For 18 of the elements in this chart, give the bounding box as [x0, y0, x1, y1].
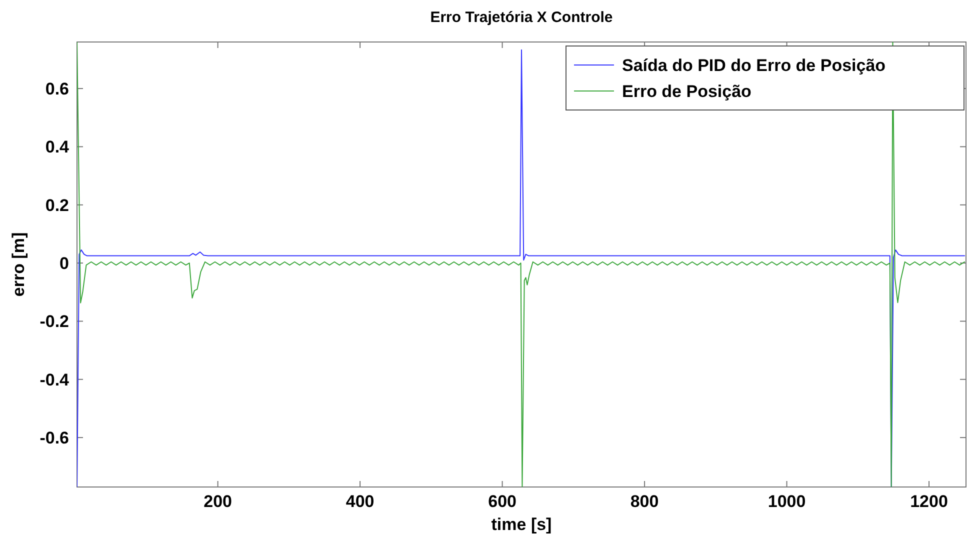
legend-label: Erro de Posição — [622, 82, 752, 101]
legend-label: Saída do PID do Erro de Posição — [622, 56, 886, 75]
y-tick-label: 0 — [60, 254, 69, 274]
x-tick-label: 1000 — [768, 492, 806, 511]
y-axis-title: erro [m] — [9, 232, 28, 297]
x-tick-label: 200 — [204, 492, 232, 511]
y-tick-label: -0.2 — [40, 312, 69, 332]
y-tick-label: -0.6 — [40, 428, 69, 448]
y-tick-label: 0.6 — [45, 80, 69, 99]
x-tick-label: 800 — [630, 492, 659, 511]
chart-title: Erro Trajetória X Controle — [430, 9, 613, 26]
y-tick-label: -0.4 — [40, 370, 70, 390]
x-tick-label: 600 — [488, 492, 516, 511]
y-tick-label: 0.2 — [45, 196, 69, 215]
y-tick-label: 0.4 — [45, 138, 70, 157]
x-tick-label: 400 — [346, 492, 374, 511]
x-axis-title: time [s] — [491, 515, 552, 534]
x-tick-label: 1200 — [910, 492, 948, 511]
